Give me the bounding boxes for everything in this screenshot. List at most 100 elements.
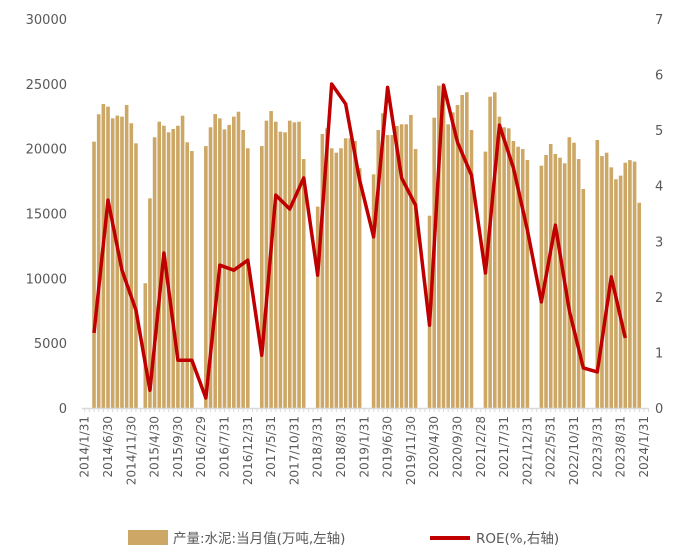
bar bbox=[572, 143, 576, 408]
bar bbox=[237, 112, 241, 408]
legend: 产量:水泥:当月值(万吨,左轴) ROE(%,右轴) bbox=[128, 530, 559, 547]
x-tick-label: 2014/6/30 bbox=[101, 416, 115, 478]
bar bbox=[628, 160, 632, 408]
x-tick-label: 2021/7/31 bbox=[497, 416, 511, 478]
bar bbox=[493, 92, 497, 408]
bar bbox=[558, 158, 562, 408]
bar bbox=[353, 141, 357, 408]
x-axis-labels: 2014/1/31 2014/6/30 2014/11/30 2015/4/30 201… bbox=[78, 416, 651, 485]
bar bbox=[549, 144, 553, 408]
bar bbox=[404, 124, 408, 408]
left-y-tick-label: 0 bbox=[59, 402, 67, 417]
x-tick-label: 2024/1/31 bbox=[637, 416, 651, 478]
bar bbox=[176, 126, 180, 408]
bar bbox=[288, 121, 292, 408]
bar bbox=[134, 143, 138, 408]
right-y-tick-label: 5 bbox=[655, 124, 663, 139]
bar bbox=[130, 123, 134, 408]
bar bbox=[395, 126, 399, 408]
right-y-tick-label: 1 bbox=[655, 346, 663, 361]
left-y-tick-label: 20000 bbox=[26, 143, 67, 158]
x-tick-label: 2018/3/31 bbox=[311, 416, 325, 478]
bar bbox=[297, 122, 301, 408]
x-tick-label: 2022/10/31 bbox=[567, 416, 581, 485]
bar bbox=[526, 160, 530, 408]
bar bbox=[451, 112, 455, 408]
x-tick-label: 2021/2/28 bbox=[474, 416, 488, 478]
bar bbox=[171, 129, 175, 408]
bar bbox=[111, 118, 115, 408]
x-tick-label: 2016/2/29 bbox=[194, 416, 208, 478]
bar bbox=[484, 152, 488, 408]
x-tick-label: 2021/12/31 bbox=[520, 416, 534, 485]
x-tick-label: 2014/1/31 bbox=[78, 416, 92, 478]
legend-line-label: ROE(%,右轴) bbox=[476, 531, 559, 547]
bar bbox=[633, 162, 637, 408]
bar bbox=[204, 146, 208, 408]
bar bbox=[568, 137, 572, 408]
bar bbox=[456, 105, 460, 408]
bar bbox=[265, 121, 269, 408]
x-tick-label: 2020/4/30 bbox=[427, 416, 441, 478]
legend-bar-label: 产量:水泥:当月值(万吨,左轴) bbox=[173, 531, 345, 547]
bar bbox=[386, 135, 390, 408]
bar bbox=[502, 127, 506, 408]
bar bbox=[339, 148, 343, 408]
bar bbox=[283, 132, 287, 408]
left-y-tick-label: 5000 bbox=[34, 337, 67, 352]
x-axis bbox=[82, 408, 649, 412]
left-y-tick-label: 10000 bbox=[26, 272, 67, 287]
left-y-tick-label: 30000 bbox=[26, 13, 67, 28]
x-tick-label: 2017/5/31 bbox=[264, 416, 278, 478]
bar bbox=[600, 156, 604, 408]
bar bbox=[460, 95, 464, 408]
x-tick-label: 2016/12/31 bbox=[241, 416, 255, 485]
bar bbox=[465, 92, 469, 408]
bar bbox=[190, 151, 194, 408]
left-y-tick-label: 25000 bbox=[26, 78, 67, 93]
right-y-tick-label: 2 bbox=[655, 291, 663, 306]
x-tick-label: 2018/8/31 bbox=[334, 416, 348, 478]
bar bbox=[232, 117, 236, 408]
right-y-tick-label: 3 bbox=[655, 235, 663, 250]
bar bbox=[409, 115, 413, 408]
bar bbox=[349, 138, 353, 408]
bar bbox=[619, 176, 623, 408]
right-y-tick-label: 4 bbox=[655, 180, 663, 195]
bar bbox=[446, 124, 450, 408]
bar bbox=[637, 203, 641, 408]
bar bbox=[521, 149, 525, 408]
x-tick-label: 2020/9/30 bbox=[451, 416, 465, 478]
bar bbox=[181, 116, 185, 408]
x-tick-label: 2015/4/30 bbox=[148, 416, 162, 478]
x-tick-label: 2015/9/30 bbox=[171, 416, 185, 478]
bar bbox=[274, 122, 278, 408]
right-y-tick-label: 7 bbox=[655, 13, 663, 28]
bar bbox=[125, 105, 129, 408]
x-tick-label: 2022/5/31 bbox=[544, 416, 558, 478]
bar bbox=[498, 117, 502, 408]
bar bbox=[241, 130, 245, 408]
bar bbox=[143, 283, 147, 408]
bar bbox=[554, 154, 558, 408]
bar bbox=[185, 142, 189, 408]
bar bbox=[577, 159, 581, 408]
bar bbox=[344, 138, 348, 408]
x-tick-label: 2016/7/31 bbox=[218, 416, 232, 478]
x-tick-label: 2019/6/30 bbox=[381, 416, 395, 478]
x-tick-label: 2017/10/31 bbox=[287, 416, 301, 485]
bar bbox=[92, 142, 96, 408]
x-tick-label: 2019/1/31 bbox=[357, 416, 371, 478]
bar bbox=[335, 153, 339, 408]
bar bbox=[507, 128, 511, 408]
bar bbox=[414, 149, 418, 408]
x-tick-label: 2014/11/30 bbox=[124, 416, 138, 485]
bar bbox=[330, 148, 334, 408]
bar bbox=[213, 114, 217, 408]
bar bbox=[390, 135, 394, 408]
bar bbox=[623, 163, 627, 408]
bar bbox=[358, 168, 362, 408]
